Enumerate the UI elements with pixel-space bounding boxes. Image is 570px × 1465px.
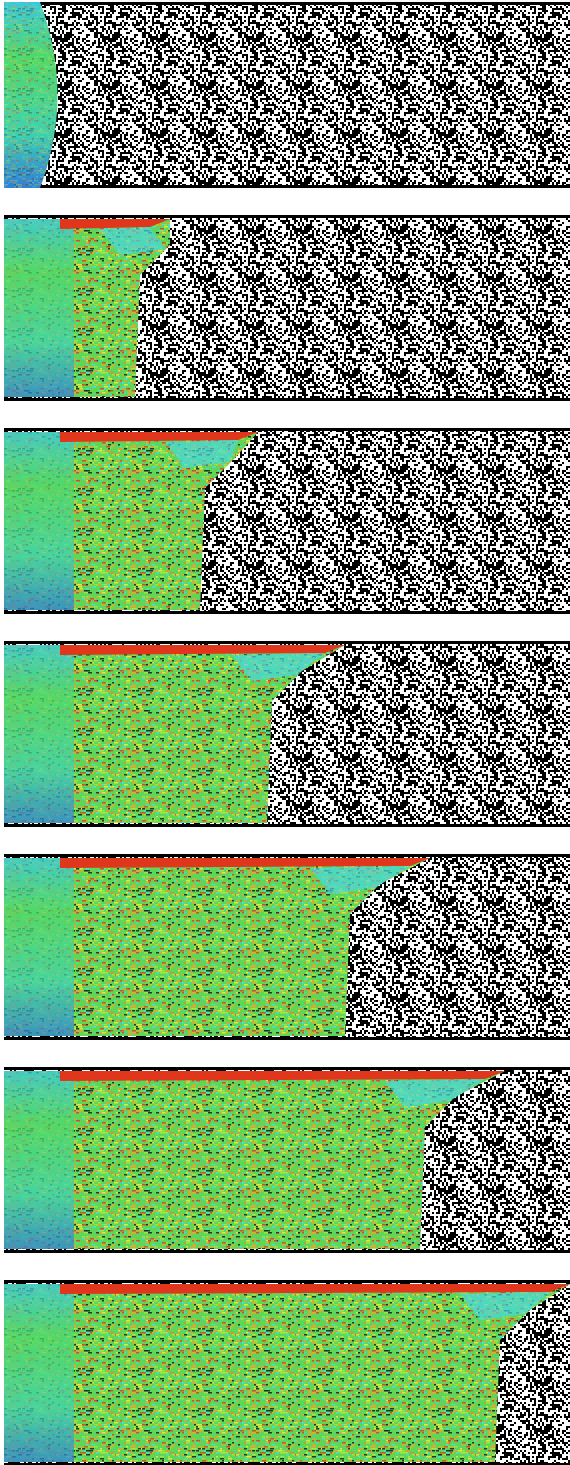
- front-tip: [100, 227, 165, 255]
- frame: [4, 1067, 570, 1253]
- inlet-zone: [4, 432, 74, 610]
- wall-bottom: [4, 185, 570, 188]
- filled-texture: [4, 645, 345, 823]
- front-tip: [460, 1292, 550, 1320]
- front-tip: [232, 653, 325, 681]
- frame: [4, 641, 570, 827]
- inlet-zone: [4, 1071, 74, 1249]
- high-velocity-band: [60, 1071, 505, 1081]
- wall-top: [4, 215, 570, 218]
- filled-texture: [4, 858, 430, 1036]
- high-velocity-band: [60, 645, 345, 655]
- wall-top: [4, 1280, 570, 1283]
- frame: [4, 428, 570, 614]
- frame: [4, 854, 570, 1040]
- wall-bottom: [4, 824, 570, 827]
- wall-top: [4, 854, 570, 857]
- inlet-zone: [4, 858, 74, 1036]
- filled-texture: [4, 1071, 505, 1249]
- wall-bottom: [4, 1037, 570, 1040]
- wall-bottom: [4, 1463, 570, 1465]
- frame: [4, 215, 570, 401]
- wall-bottom: [4, 398, 570, 401]
- wall-bottom: [4, 611, 570, 614]
- front-tip: [165, 440, 238, 468]
- inlet-zone: [4, 645, 74, 823]
- high-velocity-band: [60, 432, 258, 442]
- wall-top: [4, 2, 570, 5]
- wall-top: [4, 641, 570, 644]
- high-velocity-band: [60, 1284, 570, 1294]
- wall-bottom: [4, 1250, 570, 1253]
- high-velocity-band: [60, 219, 170, 229]
- inlet-texture: [4, 2, 58, 188]
- inlet-zone: [4, 219, 74, 397]
- empty-cavity: [4, 2, 570, 188]
- front-tip: [385, 1079, 485, 1107]
- high-velocity-band: [60, 858, 430, 868]
- filled-texture: [4, 1284, 570, 1462]
- wall-top: [4, 1067, 570, 1070]
- front-tip: [310, 866, 410, 894]
- frame: [4, 2, 570, 188]
- frame: [4, 1280, 570, 1465]
- wall-top: [4, 428, 570, 431]
- inlet-zone: [4, 1284, 74, 1462]
